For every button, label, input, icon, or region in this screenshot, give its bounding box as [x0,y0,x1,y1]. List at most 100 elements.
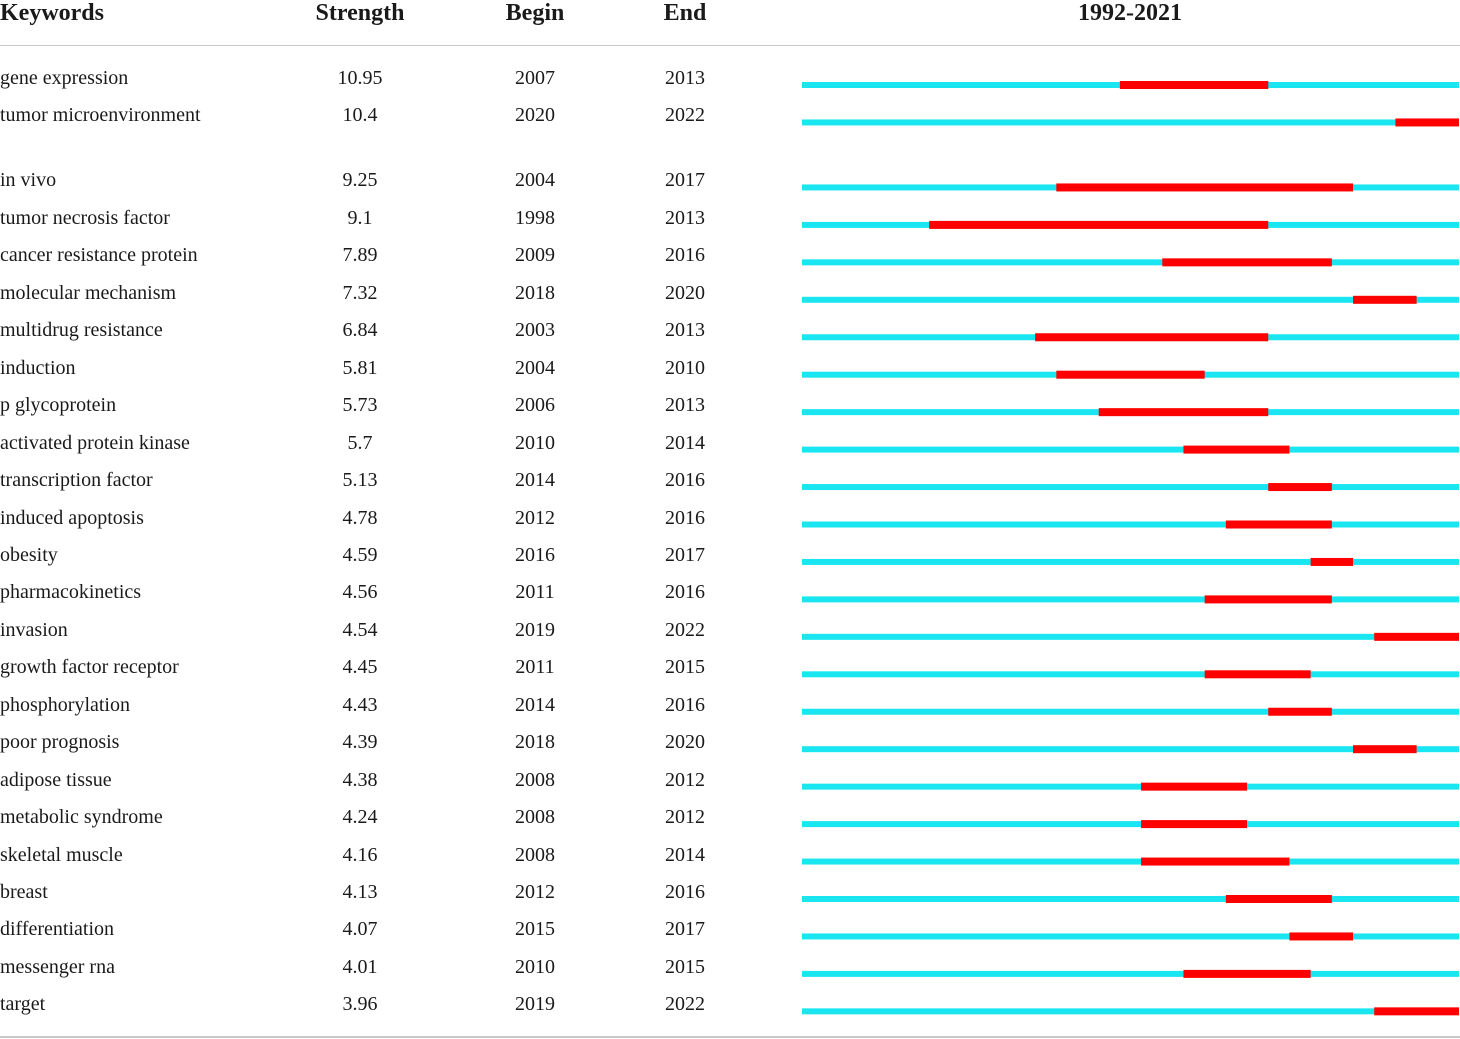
strength-cell: 5.73 [342,394,378,417]
burst-bar [1056,183,1354,192]
begin-cell: 2012 [515,881,555,903]
timeline-baseline [802,858,1459,865]
burst-bar [1204,595,1332,604]
strength-cell: 4.38 [342,768,378,791]
keyword-cell: target [0,993,46,1016]
begin-cell: 2016 [515,543,555,566]
keyword-cell: differentiation [0,918,115,941]
keyword-cell: in vivo [0,169,57,192]
timeline-baseline [802,521,1459,528]
timeline-baseline [802,821,1459,828]
strength-cell: 4.13 [342,881,378,903]
burst-bar [1162,258,1332,267]
strength-cell: 5.81 [342,356,378,379]
end-cell: 2013 [665,394,705,417]
timeline-baseline [802,119,1459,126]
timeline-baseline [802,933,1459,940]
timeline-baseline [802,596,1459,603]
begin-cell: 2011 [515,581,555,604]
begin-cell: 2008 [515,806,555,829]
end-cell: 2012 [665,768,705,791]
keyword-cell: poor prognosis [0,731,120,754]
begin-cell: 2009 [515,244,555,267]
begin-cell: 2014 [515,469,555,492]
burst-bar [1310,557,1354,566]
end-cell: 2010 [665,356,705,379]
begin-cell: 2008 [515,843,555,866]
strength-cell: 4.01 [342,955,378,978]
burst-bar [1353,295,1417,304]
begin-cell: 2010 [515,955,555,978]
burst-bar [1374,632,1459,641]
keyword-cell: tumor necrosis factor [0,206,170,229]
strength-cell: 6.84 [342,319,378,342]
end-cell: 2022 [665,104,705,127]
end-cell: 2020 [665,731,705,754]
timeline-baseline [802,633,1459,640]
burst-bar [1225,520,1332,529]
keyword-cell: growth factor receptor [0,656,179,679]
header-strength: Strength [315,0,405,26]
keyword-cell: induction [0,356,76,379]
keyword-cell: tumor microenvironment [0,104,201,127]
strength-cell: 10.95 [337,67,383,89]
strength-cell: 4.16 [342,843,378,866]
begin-cell: 2004 [515,169,555,192]
keyword-cell: skeletal muscle [0,843,123,866]
burst-bar [1289,932,1354,941]
begin-cell: 2008 [515,768,555,791]
begin-cell: 2019 [515,618,555,641]
keyword-cell: adipose tissue [0,768,112,791]
end-cell: 2013 [665,206,705,229]
begin-cell: 2015 [515,918,555,941]
strength-cell: 4.24 [342,806,378,829]
end-cell: 2016 [665,581,705,604]
header-divider [0,45,1460,46]
begin-cell: 2020 [515,104,555,127]
keyword-cell: p glycoprotein [0,394,117,417]
keyword-cell: invasion [0,618,68,641]
timeline-baseline [802,446,1459,453]
timeline-baseline [802,896,1459,902]
strength-cell: 9.25 [342,169,378,192]
timeline-baseline [802,746,1459,753]
burst-bar [1098,408,1269,417]
keyword-cell: pharmacokinetics [0,581,142,604]
strength-cell: 3.96 [342,993,378,1016]
keyword-cell: cancer resistance protein [0,244,198,267]
burst-bar [1204,670,1311,679]
timeline-baseline [802,296,1459,303]
keyword-cell: obesity [0,543,58,566]
keyword-cell: molecular mechanism [0,281,177,304]
burst-bar [1268,483,1332,492]
keyword-cell: induced apoptosis [0,506,144,529]
end-cell: 2022 [665,618,705,641]
header-period: 1992-2021 [1078,0,1182,26]
burst-bar [1353,745,1417,754]
end-cell: 2015 [665,656,705,679]
burst-bar [1141,782,1248,791]
end-cell: 2015 [665,955,705,978]
end-cell: 2014 [665,843,705,866]
strength-cell: 10.4 [342,104,378,127]
begin-cell: 2018 [515,281,555,304]
burst-bar [1056,370,1205,379]
end-cell: 2012 [665,806,705,829]
begin-cell: 2012 [515,506,555,529]
header-keywords: Keywords [0,0,104,26]
burst-bar [929,220,1269,229]
begin-cell: 2018 [515,731,555,754]
table-bottom-divider [0,1036,1460,1038]
strength-cell: 4.59 [342,543,378,566]
header-begin: Begin [505,0,565,26]
begin-cell: 2007 [515,67,555,89]
strength-cell: 7.89 [342,244,378,267]
strength-cell: 7.32 [342,281,378,304]
end-cell: 2017 [665,169,705,192]
end-cell: 2014 [665,431,705,454]
end-cell: 2022 [665,993,705,1016]
keyword-cell: phosphorylation [0,693,130,716]
header-end: End [663,0,707,26]
begin-cell: 2003 [515,319,555,342]
begin-cell: 2010 [515,431,555,454]
